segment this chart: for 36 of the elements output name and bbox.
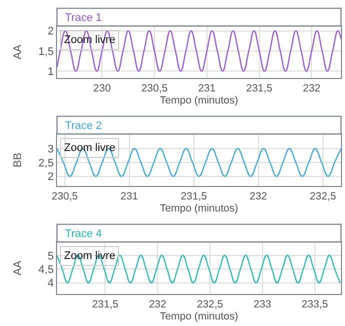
x-tick-label: 232,5 <box>310 190 336 203</box>
x-tick-label: 233,5 <box>302 298 328 311</box>
y-tick-label: 4,5 <box>38 264 54 276</box>
y-tick-label: 2 <box>48 171 54 184</box>
chart-title: Trace 2 <box>65 120 102 132</box>
y-axis-title: AA <box>12 260 24 276</box>
x-axis-title: Tempo (minutos) <box>160 310 238 323</box>
annotation: Zoom livre <box>64 142 116 154</box>
y-tick-label: 5 <box>48 250 54 262</box>
y-axis-title: AA <box>12 44 24 60</box>
x-tick-label: 231,5 <box>180 190 208 203</box>
x-tick-label: 232 <box>302 82 321 95</box>
x-tick-label: 230,5 <box>52 190 78 203</box>
annotation: Zoom livre <box>64 250 116 262</box>
chart-title: Trace 4 <box>65 228 102 240</box>
y-tick-label: 3 <box>48 144 54 156</box>
x-axis-title: Tempo (minutos) <box>160 94 238 107</box>
x-tick-label: 232,5 <box>196 298 224 311</box>
chart-title: Trace 1 <box>65 12 102 24</box>
y-tick-label: 2 <box>48 26 54 38</box>
x-tick-label: 231,5 <box>92 298 119 311</box>
y-tick-label: 2,5 <box>38 157 54 170</box>
y-tick-label: 4 <box>48 278 54 290</box>
line-series <box>57 30 341 72</box>
x-tick-label: 230,5 <box>141 82 168 95</box>
x-tick-label: 231 <box>120 190 138 203</box>
x-tick-label: 233 <box>254 298 272 311</box>
x-axis-title: Tempo (minutos) <box>160 202 238 215</box>
x-tick-label: 232 <box>250 190 268 203</box>
x-tick-label: 232 <box>148 298 167 311</box>
x-tick-label: 231 <box>198 82 216 95</box>
y-axis-title: BB <box>12 152 24 168</box>
x-tick-label: 230 <box>93 82 111 95</box>
y-tick-label: 1 <box>48 66 54 78</box>
y-tick-label: 1,5 <box>38 46 54 58</box>
x-tick-label: 231,5 <box>246 82 273 95</box>
